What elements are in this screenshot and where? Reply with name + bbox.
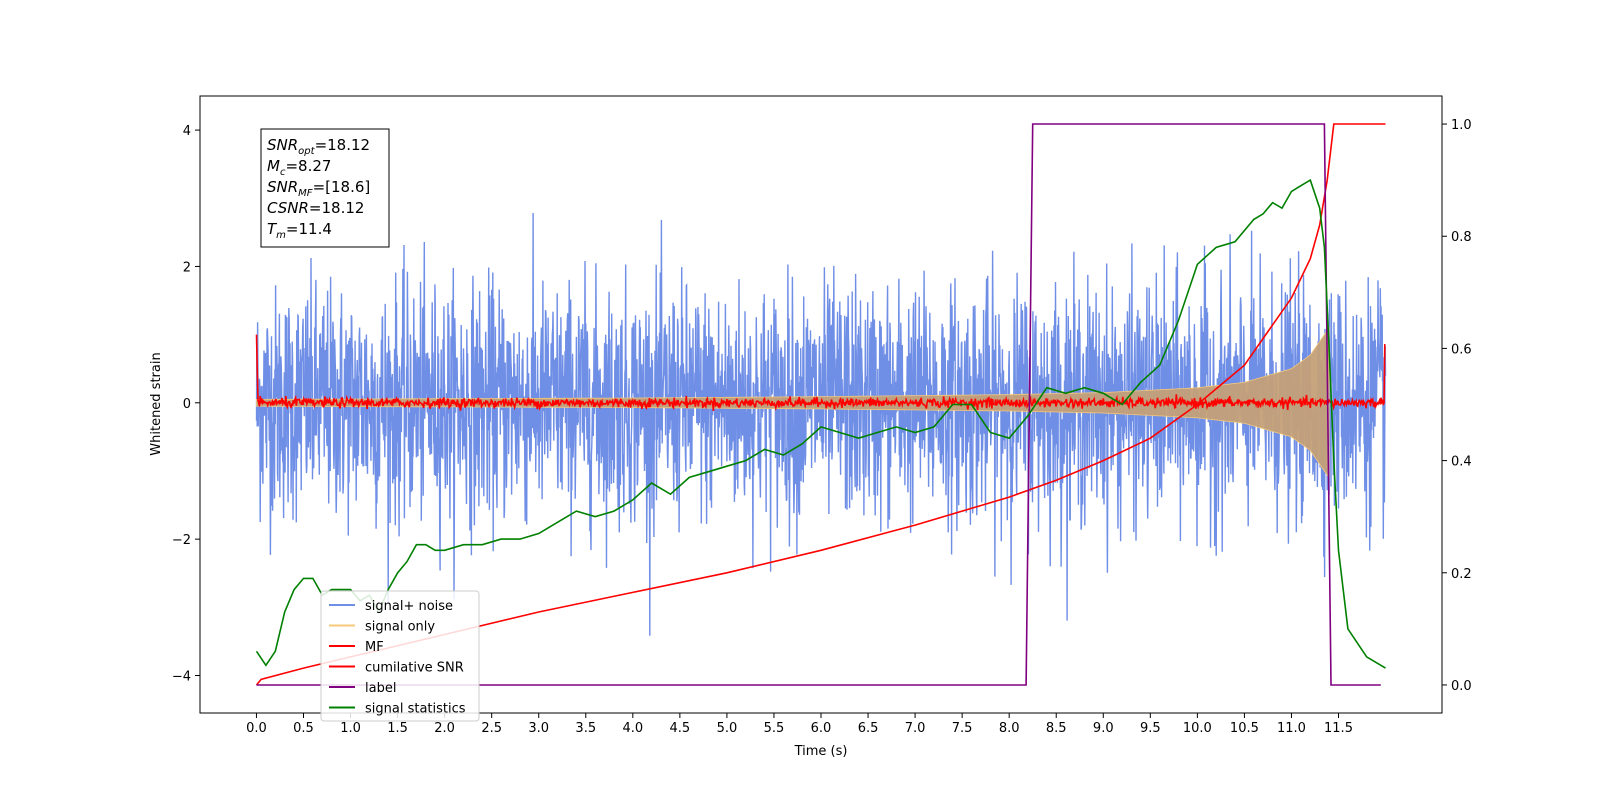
y-tick-label: −4 (172, 670, 191, 685)
x-tick-label: 10.5 (1230, 721, 1259, 736)
stats-annotation-box: SNRopt=18.12Mc=8.27SNRMF=[18.6]CSNR=18.1… (260, 128, 390, 248)
x-tick-label: 11.5 (1324, 721, 1353, 736)
x-tick-label: 9.0 (1093, 721, 1114, 736)
x-tick-label: 1.0 (340, 721, 361, 736)
x-tick-label: 2.5 (481, 721, 502, 736)
x-tick-label: 0.0 (246, 721, 267, 736)
y-tick-label: 0 (183, 397, 191, 412)
x-axis: 0.0 0.5 1.0 1.5 2.0 2.5 3.0 3.5 4.0 4.5 5.0 5.5 6.0 6… (246, 713, 1353, 736)
y-tick-label: 2 (183, 260, 191, 275)
x-tick-label: 8.5 (1046, 721, 1067, 736)
x-tick-label: 0.5 (293, 721, 314, 736)
legend-label-label: label (365, 681, 396, 696)
legend-label-signal-only: signal only (365, 620, 435, 635)
annotation-frame (260, 128, 390, 248)
y-axis-left: −4 −2 0 2 4 (172, 124, 200, 685)
x-tick-label: 6.0 (811, 721, 832, 736)
annotation-line: Mc=8.27 (267, 157, 331, 178)
x-tick-label: 11.0 (1277, 721, 1306, 736)
legend-label-signal-statistics: signal statistics (365, 702, 466, 717)
x-tick-label: 3.5 (575, 721, 596, 736)
x-tick-label: 5.5 (764, 721, 785, 736)
legend: signal+ noise signal only MF cumilative SNR… (320, 590, 480, 722)
y2-tick-label: 0.2 (1451, 567, 1472, 582)
series-label (256, 123, 1381, 686)
y-axis-right: 0.0 0.2 0.4 0.6 0.8 1.0 (1442, 118, 1472, 694)
legend-label-signal-noise: signal+ noise (365, 599, 453, 614)
x-axis-label: Time (s) (794, 744, 848, 759)
x-tick-label: 3.0 (528, 721, 549, 736)
y2-tick-label: 0.8 (1451, 230, 1472, 245)
y2-tick-label: 0.4 (1451, 455, 1472, 470)
x-tick-label: 5.0 (717, 721, 738, 736)
x-tick-label: 4.0 (622, 721, 643, 736)
y2-tick-label: 0.0 (1451, 679, 1472, 694)
x-tick-label: 8.0 (999, 721, 1020, 736)
annotation-line: CSNR=18.12 (267, 199, 364, 217)
annotation-line: SNRMF=[18.6] (267, 178, 370, 199)
x-tick-label: 9.5 (1140, 721, 1161, 736)
y-tick-label: −2 (172, 533, 191, 548)
y-tick-label: 4 (183, 124, 191, 139)
legend-label-cumilative-snr: cumilative SNR (365, 661, 464, 676)
x-tick-label: 1.5 (387, 721, 408, 736)
y-axis-label: Whitened strain (149, 352, 164, 455)
annotation-line: Tm=11.4 (267, 220, 332, 241)
x-tick-label: 6.5 (858, 721, 879, 736)
annotation-line: SNRopt=18.12 (267, 136, 370, 157)
y2-tick-label: 0.6 (1451, 342, 1472, 357)
y2-tick-label: 1.0 (1451, 118, 1472, 133)
x-tick-label: 7.0 (905, 721, 926, 736)
x-tick-label: 7.5 (952, 721, 973, 736)
series-signal-noise (255, 212, 1387, 636)
legend-label-mf: MF (365, 640, 384, 655)
x-tick-label: 10.0 (1183, 721, 1212, 736)
x-tick-label: 4.5 (670, 721, 691, 736)
x-tick-label: 2.0 (434, 721, 455, 736)
legend-frame (320, 590, 480, 722)
